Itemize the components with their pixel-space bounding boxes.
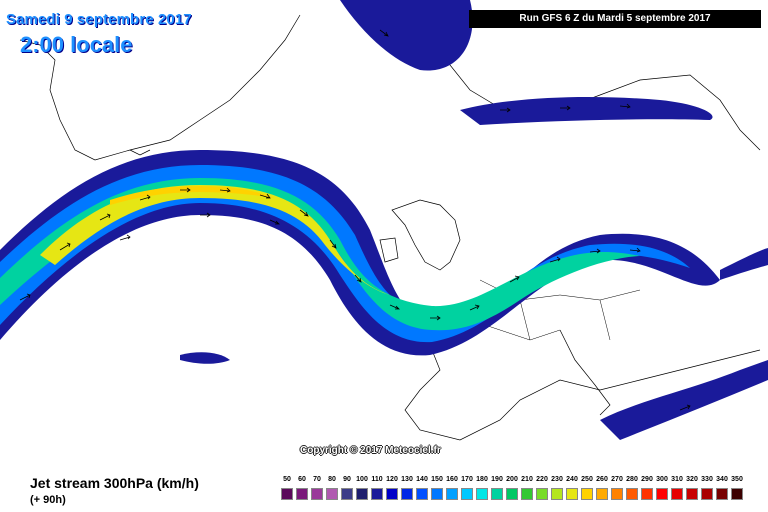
italy-coast bbox=[559, 329, 611, 416]
legend-swatch bbox=[536, 488, 548, 500]
legend-swatch bbox=[446, 488, 458, 500]
legend-tick-label: 110 bbox=[371, 476, 383, 483]
legend-tick-label: 100 bbox=[356, 476, 368, 483]
legend-tick-label: 80 bbox=[328, 476, 336, 483]
legend-tick-label: 150 bbox=[431, 476, 443, 483]
ireland-coast bbox=[379, 237, 399, 263]
jet-stream-map: Samedi 9 septembre 2017 2:00 locale Run … bbox=[0, 0, 768, 456]
legend-swatch bbox=[596, 488, 608, 500]
legend-swatch bbox=[371, 488, 383, 500]
legend-tick-label: 270 bbox=[611, 476, 623, 483]
borders bbox=[469, 279, 641, 341]
legend-swatch bbox=[731, 488, 743, 500]
legend-swatch bbox=[491, 488, 503, 500]
legend-swatch bbox=[326, 488, 338, 500]
jet-patch-scandinavia bbox=[460, 97, 713, 125]
jet-core-max bbox=[110, 186, 275, 205]
legend-tick-label: 50 bbox=[283, 476, 291, 483]
legend-swatch bbox=[551, 488, 563, 500]
legend-swatch bbox=[611, 488, 623, 500]
legend-swatch bbox=[521, 488, 533, 500]
legend-tick-label: 280 bbox=[626, 476, 638, 483]
jet-patch-mediterranean bbox=[600, 360, 768, 440]
legend-tick-label: 230 bbox=[551, 476, 563, 483]
legend-tick-label: 60 bbox=[298, 476, 306, 483]
legend-tick-label: 300 bbox=[656, 476, 668, 483]
legend-tick-label: 160 bbox=[446, 476, 458, 483]
europe-coast bbox=[404, 329, 761, 441]
legend-swatch bbox=[641, 488, 653, 500]
legend-swatch bbox=[656, 488, 668, 500]
model-run-label: Run GFS 6 Z du Mardi 5 septembre 2017 bbox=[469, 10, 761, 28]
legend-tick-label: 250 bbox=[581, 476, 593, 483]
legend-swatch bbox=[281, 488, 293, 500]
legend-swatch bbox=[581, 488, 593, 500]
legend-tick-label: 210 bbox=[521, 476, 533, 483]
legend-swatch bbox=[386, 488, 398, 500]
jet-patch-east bbox=[720, 248, 768, 280]
legend-tick-label: 340 bbox=[716, 476, 728, 483]
chart-title: Jet stream 300hPa (km/h) bbox=[30, 475, 199, 491]
legend-swatch bbox=[401, 488, 413, 500]
jet-patch-atlantic bbox=[180, 352, 230, 364]
legend-tick-label: 290 bbox=[641, 476, 653, 483]
forecast-offset: (+ 90h) bbox=[30, 494, 66, 506]
chart-footer: Jet stream 300hPa (km/h) (+ 90h) 50 60 70 8… bbox=[0, 472, 768, 512]
legend-swatch bbox=[431, 488, 443, 500]
legend-swatch bbox=[296, 488, 308, 500]
legend-tick-label: 260 bbox=[596, 476, 608, 483]
legend-swatch bbox=[626, 488, 638, 500]
scandinavia-coast bbox=[429, 39, 761, 151]
legend-tick-label: 320 bbox=[686, 476, 698, 483]
jet-core bbox=[40, 185, 390, 295]
legend-swatch bbox=[356, 488, 368, 500]
legend-tick-label: 70 bbox=[313, 476, 321, 483]
legend-swatch bbox=[506, 488, 518, 500]
legend-swatch bbox=[686, 488, 698, 500]
copyright-text: Copyright © 2017 Meteociel.fr bbox=[300, 445, 441, 456]
legend-tick-label: 180 bbox=[476, 476, 488, 483]
jet-patch-north bbox=[340, 0, 473, 71]
legend-swatch bbox=[341, 488, 353, 500]
legend-tick-label: 140 bbox=[416, 476, 428, 483]
legend-swatch bbox=[701, 488, 713, 500]
legend-tick-label: 310 bbox=[671, 476, 683, 483]
color-scale-legend: 50 60 70 80 90 100 110 120 130 140 150 160 170 180 190… bbox=[280, 476, 750, 510]
legend-tick-label: 90 bbox=[343, 476, 351, 483]
legend-tick-label: 120 bbox=[386, 476, 398, 483]
legend-tick-label: 240 bbox=[566, 476, 578, 483]
forecast-date: Samedi 9 septembre 2017 bbox=[6, 11, 192, 28]
uk-coast bbox=[391, 199, 461, 271]
legend-swatch bbox=[311, 488, 323, 500]
legend-tick-label: 130 bbox=[401, 476, 413, 483]
greenland-coast bbox=[19, 14, 301, 161]
legend-swatch bbox=[461, 488, 473, 500]
legend-tick-label: 200 bbox=[506, 476, 518, 483]
iceland-coast bbox=[129, 149, 151, 156]
legend-tick-label: 330 bbox=[701, 476, 713, 483]
map-canvas bbox=[0, 0, 768, 441]
legend-swatch bbox=[671, 488, 683, 500]
legend-tick-label: 220 bbox=[536, 476, 548, 483]
legend-swatch bbox=[416, 488, 428, 500]
legend-swatch bbox=[566, 488, 578, 500]
legend-tick-label: 170 bbox=[461, 476, 473, 483]
legend-tick-label: 190 bbox=[491, 476, 503, 483]
legend-tick-label: 350 bbox=[731, 476, 743, 483]
wind-arrows bbox=[19, 29, 691, 411]
forecast-time: 2:00 locale bbox=[20, 32, 133, 57]
legend-swatch bbox=[476, 488, 488, 500]
legend-swatch bbox=[716, 488, 728, 500]
